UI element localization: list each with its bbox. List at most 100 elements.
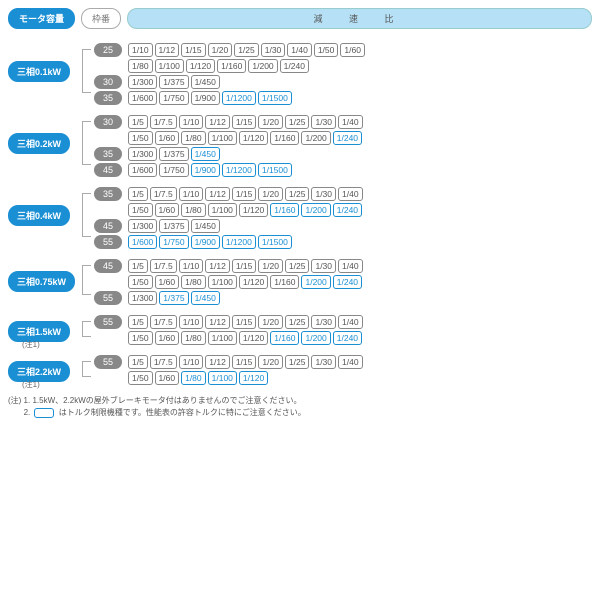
ratio-list: 1/501/601/801/1001/1201/1601/2001/240 <box>128 275 362 289</box>
ratio-value: 1/375 <box>159 219 188 233</box>
ratio-list: 1/51/7.51/101/121/151/201/251/301/40 <box>128 115 363 129</box>
connector-line <box>82 193 91 237</box>
ratio-value: 1/10 <box>179 355 204 369</box>
ratio-value: 1/10 <box>128 43 153 57</box>
ratio-list: 1/6001/7501/9001/12001/1500 <box>128 163 292 177</box>
ratio-list: 1/501/601/801/1001/1201/1601/2001/240 <box>128 131 362 145</box>
frame-rows: 251/101/121/151/201/251/301/401/501/601/… <box>94 43 592 105</box>
ratio-row: 45 1/6001/7501/9001/12001/1500 <box>94 163 592 177</box>
ratio-value: 1/15 <box>232 355 257 369</box>
ratio-value: 1/30 <box>311 259 336 273</box>
ratio-value: 1/450 <box>191 147 220 161</box>
motor-group: 三相0.1kW251/101/121/151/201/251/301/401/5… <box>8 43 592 105</box>
ratio-value: 1/25 <box>285 115 310 129</box>
ratio-value: 1/40 <box>338 315 363 329</box>
ratio-value: 1/20 <box>258 315 283 329</box>
ratio-value: 1/450 <box>191 75 220 89</box>
ratio-value: 1/40 <box>287 43 312 57</box>
ratio-value: 1/25 <box>285 187 310 201</box>
ratio-value: 1/50 <box>128 275 153 289</box>
ratio-row: 1/801/1001/1201/1601/2001/240 <box>94 59 592 73</box>
ratio-list: 1/3001/3751/450 <box>128 219 220 233</box>
frame-number: 55 <box>94 315 122 329</box>
ratio-list: 1/501/601/801/1001/1201/1601/2001/240 <box>128 331 362 345</box>
ratio-value: 1/15 <box>232 187 257 201</box>
ratio-value: 1/50 <box>128 331 153 345</box>
ratio-value: 1/12 <box>205 259 230 273</box>
ratio-row: 451/3001/3751/450 <box>94 219 592 233</box>
ratio-value: 1/15 <box>232 115 257 129</box>
ratio-value: 1/25 <box>234 43 259 57</box>
ratio-value: 1/80 <box>181 331 206 345</box>
ratio-value: 1/30 <box>311 187 336 201</box>
ratio-value: 1/1500 <box>258 91 292 105</box>
ratio-row: 351/3001/3751/450 <box>94 147 592 161</box>
ratio-value: 1/30 <box>311 355 336 369</box>
ratio-value: 1/450 <box>191 291 220 305</box>
ratio-value: 1/40 <box>338 259 363 273</box>
ratio-value: 1/200 <box>301 131 330 145</box>
ratio-value: 1/40 <box>338 187 363 201</box>
ratio-value: 1/200 <box>301 203 330 217</box>
frame-number: 25 <box>94 43 122 57</box>
motor-label: 三相0.2kW <box>8 133 70 154</box>
ratio-value: 1/7.5 <box>150 187 177 201</box>
ratio-value: 1/7.5 <box>150 259 177 273</box>
ratio-value: 1/200 <box>301 275 330 289</box>
ratio-row: 551/6001/7501/9001/12001/1500 <box>94 235 592 249</box>
ratio-value: 1/375 <box>159 147 188 161</box>
ratio-value: 1/160 <box>270 331 299 345</box>
ratio-value: 1/375 <box>159 75 188 89</box>
ratio-value: 1/10 <box>179 315 204 329</box>
header-motor: モータ容量 <box>8 8 75 29</box>
ratio-value: 1/15 <box>232 259 257 273</box>
ratio-value: 1/10 <box>179 187 204 201</box>
ratio-value: 1/80 <box>128 59 153 73</box>
ratio-value: 1/40 <box>338 115 363 129</box>
ratio-value: 1/5 <box>128 355 148 369</box>
ratio-value: 1/120 <box>239 203 268 217</box>
ratio-value: 1/120 <box>239 371 268 385</box>
frame-rows: 551/51/7.51/101/121/151/201/251/301/401/… <box>94 315 592 345</box>
ratio-value: 1/12 <box>205 187 230 201</box>
ratio-value: 1/375 <box>159 291 188 305</box>
ratio-value: 1/120 <box>239 131 268 145</box>
ratio-list: 1/3001/3751/450 <box>128 291 220 305</box>
ratio-value: 1/50 <box>314 43 339 57</box>
ratio-value: 1/750 <box>159 163 188 177</box>
ratio-value: 1/900 <box>191 91 220 105</box>
connector-line <box>82 361 91 377</box>
ratio-list: 1/51/7.51/101/121/151/201/251/301/40 <box>128 259 363 273</box>
ratio-value: 1/12 <box>205 315 230 329</box>
ratio-value: 1/7.5 <box>150 315 177 329</box>
ratio-list: 1/801/1001/1201/1601/2001/240 <box>128 59 309 73</box>
ratio-value: 1/100 <box>208 371 237 385</box>
ratio-value: 1/20 <box>258 187 283 201</box>
ratio-value: 1/1500 <box>258 163 292 177</box>
connector-line <box>82 49 91 93</box>
ratio-value: 1/240 <box>333 275 362 289</box>
ratio-value: 1/120 <box>239 331 268 345</box>
ratio-value: 1/100 <box>208 203 237 217</box>
ratio-value: 1/60 <box>155 371 180 385</box>
ratio-row: 1/501/601/801/1001/1201/1601/2001/240 <box>94 203 592 217</box>
ratio-value: 1/240 <box>333 331 362 345</box>
frame-number: 55 <box>94 235 122 249</box>
ratio-value: 1/30 <box>261 43 286 57</box>
ratio-value: 1/80 <box>181 203 206 217</box>
ratio-value: 1/12 <box>155 43 180 57</box>
frame-number: 45 <box>94 163 122 177</box>
ratio-value: 1/300 <box>128 219 157 233</box>
ratio-value: 1/80 <box>181 131 206 145</box>
ratio-value: 1/160 <box>270 275 299 289</box>
ratio-value: 1/25 <box>285 355 310 369</box>
ratio-value: 1/900 <box>191 235 220 249</box>
ratio-value: 1/750 <box>159 91 188 105</box>
ratio-value: 1/1200 <box>222 235 256 249</box>
frame-number: 55 <box>94 355 122 369</box>
footnotes: (注) 1. 1.5kW、2.2kWの屋外ブレーキモータ付はありませんのでご注意… <box>8 395 592 419</box>
ratio-row: 1/501/601/801/1001/120 <box>94 371 592 385</box>
ratio-value: 1/60 <box>155 275 180 289</box>
frame-number: 45 <box>94 259 122 273</box>
connector-line <box>82 265 91 295</box>
